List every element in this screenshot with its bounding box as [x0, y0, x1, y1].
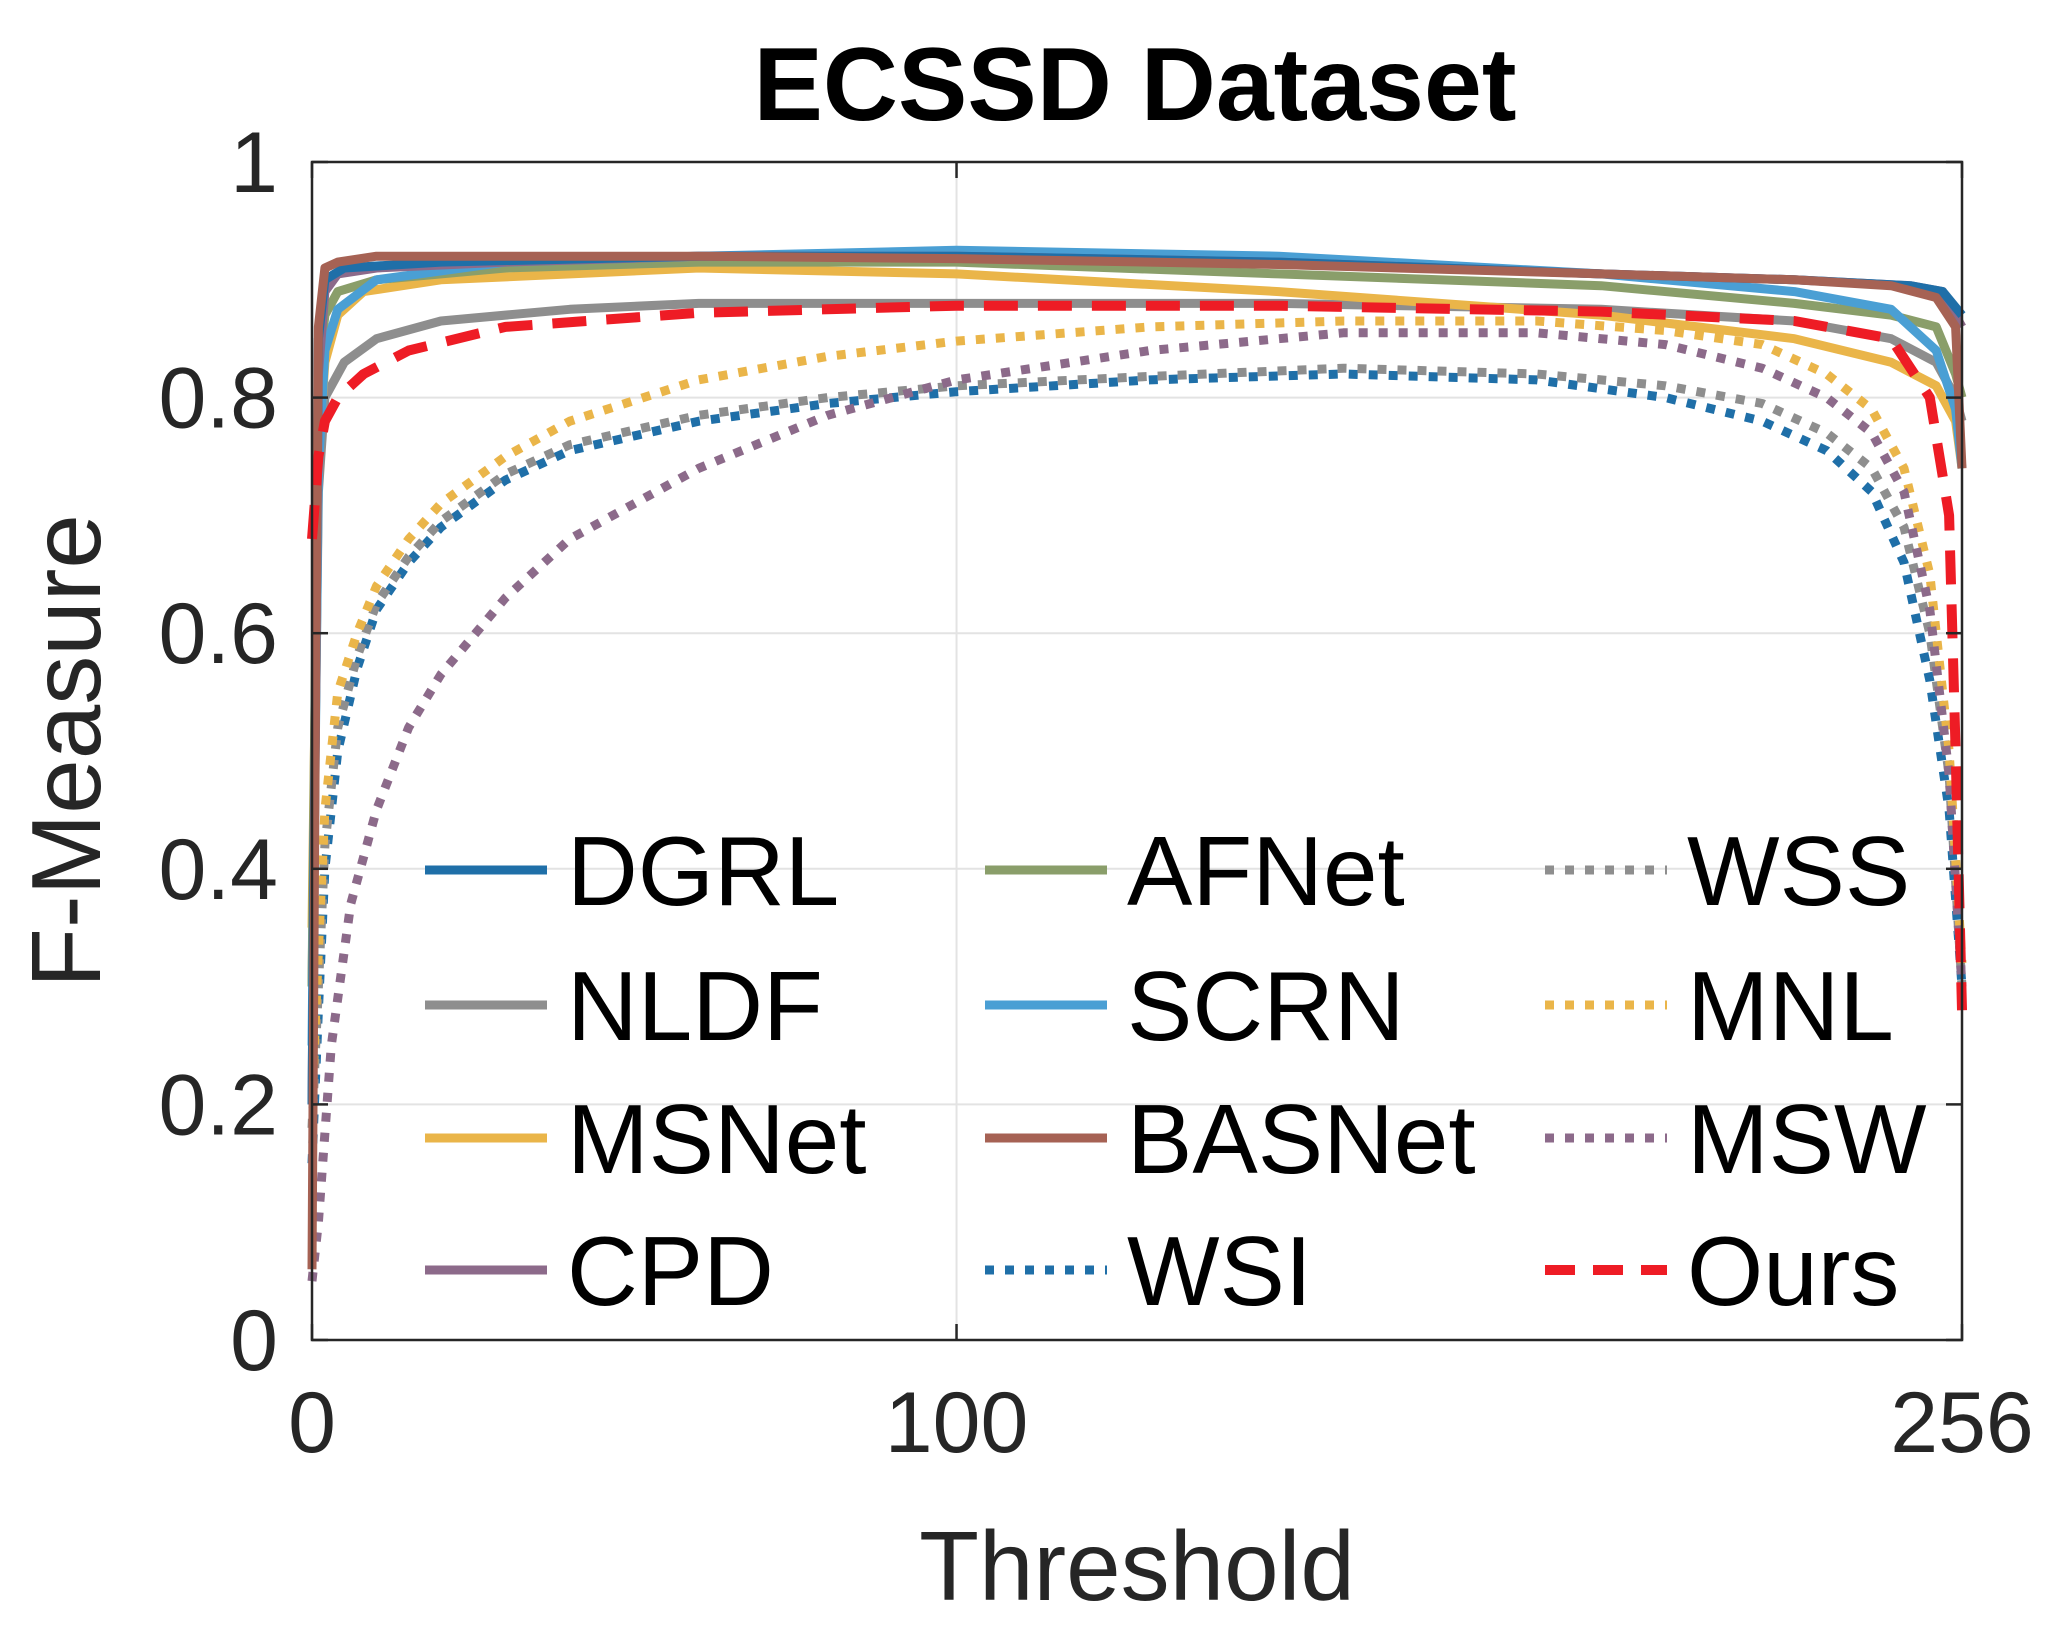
grid [312, 162, 1962, 1340]
y-tick-label: 0.4 [158, 822, 278, 918]
x-tick-label: 256 [1890, 1375, 2034, 1471]
legend-label-mnl: MNL [1687, 951, 1894, 1061]
legend-label-ours: Ours [1687, 1216, 1899, 1326]
series-line-wss [307, 363, 1967, 1129]
legend: DGRL NLDF MSNet CPD AFNet SCRN BASNet WSI WSS MNL… [425, 816, 1927, 1326]
legend-label-afnet: AFNet [1127, 816, 1405, 926]
plot-frame [310, 160, 1964, 1342]
y-tick-label: 1 [230, 115, 278, 211]
legend-label-basnet: BASNet [1127, 1084, 1476, 1194]
series-line-mnl [307, 316, 1967, 1105]
legend-label-scrn: SCRN [1127, 951, 1405, 1061]
y-axis-label: F-Measure [11, 514, 121, 988]
series-line-scrn [307, 245, 1967, 1046]
legend-label-wsi: WSI [1127, 1216, 1312, 1326]
series-line-basnet [307, 251, 1967, 1270]
y-tick-label: 0.2 [158, 1057, 278, 1153]
legend-label-cpd: CPD [567, 1216, 774, 1326]
x-tick-label: 0 [288, 1375, 336, 1471]
legend-label-wss: WSS [1687, 816, 1910, 926]
axis-ticks: 0 100 256 0 0.2 0.4 0.6 0.8 1 [158, 115, 2033, 1471]
series-line-nldf [307, 298, 1967, 987]
chart-title: ECSSD Dataset [754, 27, 1517, 143]
legend-label-nldf: NLDF [567, 951, 823, 1061]
y-tick-label: 0 [230, 1293, 278, 1389]
legend-label-dgrl: DGRL [567, 816, 839, 926]
y-tick-label: 0.6 [158, 586, 278, 682]
y-tick-label: 0.8 [158, 351, 278, 447]
x-axis-label: Threshold [919, 1511, 1355, 1621]
series-line-ours [307, 300, 1967, 1011]
legend-label-msnet: MSNet [567, 1084, 867, 1194]
plot-series [307, 245, 1967, 1282]
series-line-msw [307, 328, 1967, 1282]
x-tick-label: 100 [885, 1375, 1029, 1471]
legend-label-msw: MSW [1687, 1084, 1927, 1194]
